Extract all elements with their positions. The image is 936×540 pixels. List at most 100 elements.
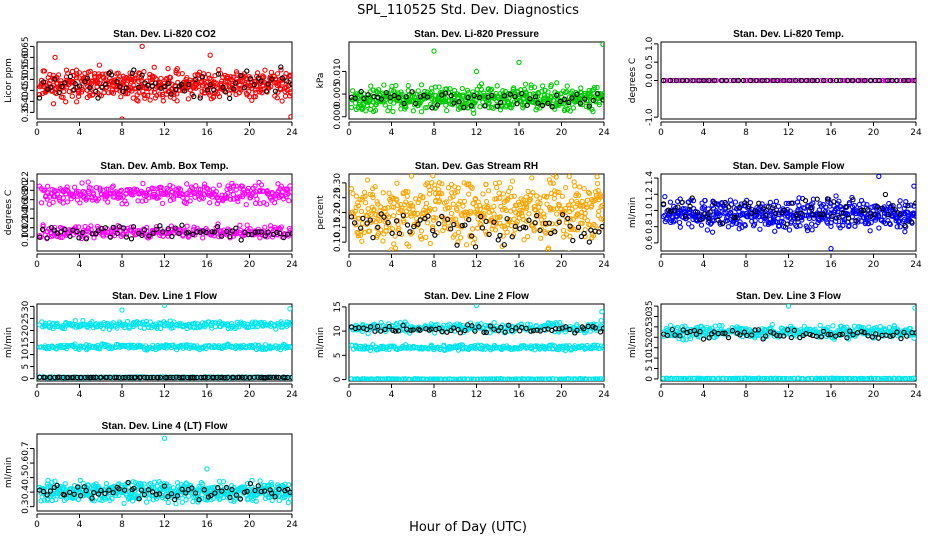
data-point [160, 229, 166, 235]
data-point [264, 201, 270, 207]
data-point [408, 327, 414, 333]
data-point [63, 345, 70, 352]
data-point [598, 318, 604, 324]
data-point [794, 224, 800, 230]
data-point [186, 81, 192, 88]
data-point [494, 184, 500, 191]
data-point [162, 374, 168, 381]
data-point [415, 221, 421, 227]
data-point [496, 180, 503, 186]
data-point [912, 77, 916, 84]
data-point [513, 325, 519, 331]
data-point [262, 233, 269, 239]
x-tick-label: 8 [119, 128, 125, 138]
data-point [351, 220, 358, 226]
data-point [359, 328, 366, 335]
data-point [77, 83, 83, 89]
data-point [409, 203, 416, 209]
data-point [868, 219, 874, 226]
data-point [394, 376, 400, 381]
data-point [787, 77, 793, 84]
data-point [601, 376, 604, 381]
data-point [446, 226, 452, 232]
data-point [255, 374, 261, 380]
data-point [237, 222, 243, 228]
data-point [117, 188, 123, 195]
data-point [364, 326, 370, 332]
data-point [511, 216, 517, 222]
data-point [405, 189, 411, 195]
data-point [497, 195, 503, 201]
x-tick-label: 20 [556, 390, 568, 400]
data-point [395, 95, 402, 101]
data-point [417, 233, 424, 240]
data-point [383, 89, 390, 96]
data-point [471, 110, 477, 116]
data-point [423, 200, 430, 207]
data-point [89, 80, 95, 87]
data-point [699, 200, 705, 206]
data-point [718, 77, 725, 84]
y-axis-label: ml/min [628, 197, 638, 228]
data-point [89, 78, 96, 84]
data-point [349, 88, 356, 94]
y-axis-label: degrees C [628, 58, 638, 103]
data-point [903, 198, 909, 205]
data-point [128, 79, 135, 85]
data-point [114, 227, 120, 233]
data-point [550, 376, 556, 381]
x-tick-label: 24 [598, 260, 610, 270]
data-point [146, 195, 152, 201]
data-point [444, 107, 450, 114]
data-point [222, 89, 229, 95]
data-point [586, 190, 593, 197]
data-point [471, 92, 477, 99]
data-point [145, 92, 151, 99]
data-point [400, 212, 407, 219]
data-point [239, 374, 245, 380]
x-tick-label: 0 [346, 260, 352, 270]
data-point [771, 213, 778, 220]
data-point [875, 213, 882, 219]
data-point [185, 229, 191, 235]
data-point [450, 216, 456, 222]
data-point [82, 78, 88, 85]
data-point [829, 213, 835, 219]
y-tick-label: 5 [645, 366, 655, 372]
data-point [504, 197, 511, 203]
x-tick-label: 20 [868, 260, 880, 270]
data-point [279, 77, 285, 83]
y-tick-label: 0.14 [21, 208, 31, 228]
data-point [197, 93, 204, 99]
data-point [170, 184, 176, 190]
data-point [679, 77, 685, 84]
data-point [747, 77, 754, 84]
data-point [561, 96, 568, 102]
data-point [484, 231, 490, 237]
data-point [585, 322, 591, 328]
data-point [214, 224, 221, 230]
data-point [141, 374, 148, 381]
data-point [694, 209, 701, 215]
data-point [770, 205, 776, 211]
y-tick-label: 0.22 [21, 171, 31, 191]
data-point [430, 174, 436, 179]
data-point [393, 196, 399, 202]
data-point [229, 228, 235, 234]
data-point [844, 212, 851, 218]
data-point [288, 320, 292, 326]
data-point [538, 208, 544, 214]
panel-title: Stan. Dev. Gas Stream RH [415, 161, 538, 172]
data-point [62, 226, 68, 233]
data-point [493, 196, 500, 202]
data-point [168, 189, 175, 195]
data-point [83, 236, 89, 242]
data-point [482, 103, 488, 109]
data-point [64, 199, 71, 205]
data-point [556, 219, 562, 225]
data-point [367, 217, 373, 223]
data-point [537, 195, 543, 201]
data-point [897, 211, 903, 217]
data-point [499, 376, 505, 381]
x-tick-label: 16 [825, 390, 837, 400]
